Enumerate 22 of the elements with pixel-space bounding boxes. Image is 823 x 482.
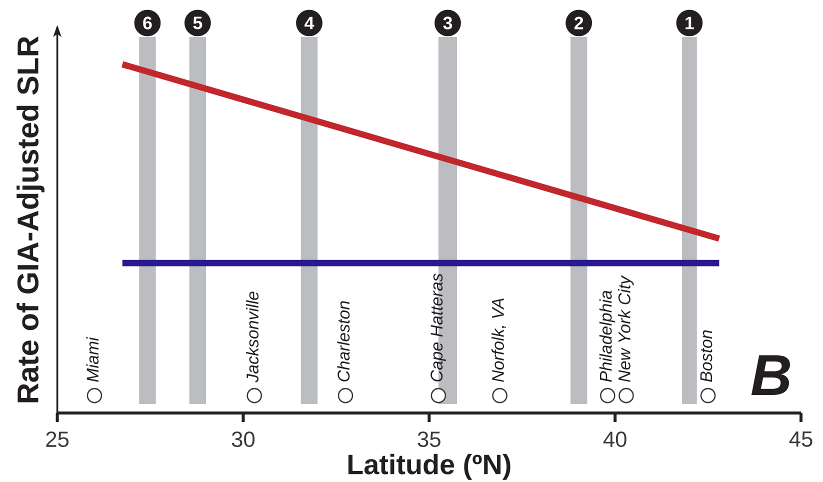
annotation: Philadelphia <box>599 290 616 382</box>
x-axis-title: Latitude (ºN) <box>348 454 510 480</box>
x-tick-label: 25 <box>46 432 69 448</box>
band-label: 4 <box>304 16 314 30</box>
band-label: 6 <box>143 16 152 30</box>
band-label: 5 <box>193 16 202 30</box>
y-axis-title: Rate of GIA-Adjusted SLR <box>16 36 44 402</box>
annotation: Cape Hatteras <box>430 274 446 382</box>
annotation: B <box>751 355 790 396</box>
annotation: Boston <box>700 330 712 382</box>
annotation: New York City <box>618 275 634 382</box>
annotation: Norfolk, VA <box>492 298 506 382</box>
annotation: Charleston <box>337 301 350 382</box>
x-tick-label: 35 <box>418 432 440 448</box>
band-label: 3 <box>443 16 452 30</box>
annotation: Jacksonville <box>246 292 259 382</box>
band-label: 2 <box>574 16 584 30</box>
annotation: Miami <box>86 336 99 382</box>
x-tick-label: 30 <box>232 432 255 448</box>
band-label: 1 <box>686 16 694 30</box>
x-tick-label: 45 <box>789 432 812 447</box>
x-tick-label: 40 <box>603 432 626 448</box>
